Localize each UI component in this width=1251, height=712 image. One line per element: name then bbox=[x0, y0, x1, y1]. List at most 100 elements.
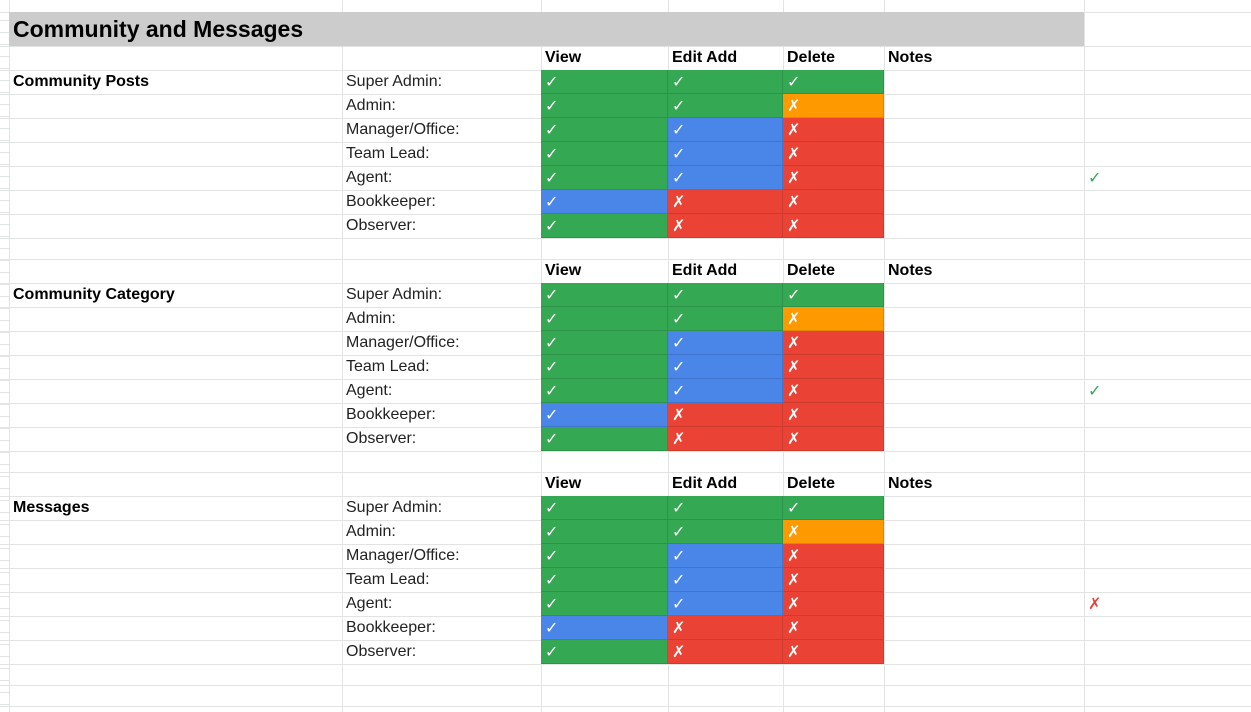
permission-cell-allowed[interactable]: ✓ bbox=[541, 355, 668, 379]
gridline-horizontal bbox=[0, 664, 1251, 665]
row-gutter-tick bbox=[0, 512, 9, 513]
role-label: Team Lead: bbox=[346, 145, 430, 162]
row-gutter-tick bbox=[0, 692, 9, 693]
permission-cell-allowed[interactable]: ✓ bbox=[668, 331, 783, 355]
permission-cell-denied[interactable]: ✗ bbox=[783, 142, 884, 166]
permission-cell-allowed[interactable]: ✓ bbox=[541, 496, 668, 520]
permission-cell-allowed[interactable]: ✓ bbox=[668, 379, 783, 403]
row-gutter-tick bbox=[0, 224, 9, 225]
permission-cell-allowed[interactable]: ✓ bbox=[541, 214, 668, 238]
permission-cell-allowed[interactable]: ✓ bbox=[541, 70, 668, 94]
permission-cell-allowed[interactable]: ✓ bbox=[668, 118, 783, 142]
row-gutter-tick bbox=[0, 608, 9, 609]
row-gutter-tick bbox=[0, 404, 9, 405]
role-label: Team Lead: bbox=[346, 571, 430, 588]
permission-cell-allowed[interactable]: ✓ bbox=[541, 190, 668, 214]
row-gutter-tick bbox=[0, 536, 9, 537]
permission-cell-denied[interactable]: ✗ bbox=[783, 214, 884, 238]
row-gutter-tick bbox=[0, 80, 9, 81]
row-gutter-tick bbox=[0, 200, 9, 201]
permission-cell-allowed[interactable]: ✓ bbox=[541, 520, 668, 544]
permission-cell-allowed[interactable]: ✓ bbox=[668, 283, 783, 307]
gridline-horizontal bbox=[0, 46, 1251, 47]
column-header-notes: Notes bbox=[888, 475, 933, 492]
permission-cell-denied[interactable]: ✗ bbox=[783, 379, 884, 403]
permission-cell-allowed[interactable]: ✓ bbox=[783, 70, 884, 94]
permission-cell-allowed[interactable]: ✓ bbox=[541, 544, 668, 568]
role-label: Admin: bbox=[346, 97, 396, 114]
permission-cell-denied[interactable]: ✗ bbox=[783, 118, 884, 142]
column-header-view: View bbox=[545, 49, 582, 66]
role-label: Team Lead: bbox=[346, 358, 430, 375]
column-header-edit-add: Edit Add bbox=[672, 262, 738, 279]
permission-cell-allowed[interactable]: ✓ bbox=[668, 592, 783, 616]
permission-cell-allowed[interactable]: ✓ bbox=[668, 70, 783, 94]
role-label: Agent: bbox=[346, 169, 393, 186]
role-label: Agent: bbox=[346, 382, 393, 399]
permission-cell-denied[interactable]: ✗ bbox=[668, 640, 783, 664]
permission-cell-denied[interactable]: ✗ bbox=[783, 544, 884, 568]
row-gutter-tick bbox=[0, 272, 9, 273]
permission-cell-allowed[interactable]: ✓ bbox=[541, 142, 668, 166]
permission-cell-allowed[interactable]: ✓ bbox=[541, 403, 668, 427]
permission-cell-allowed[interactable]: ✓ bbox=[668, 142, 783, 166]
permission-cell-allowed[interactable]: ✓ bbox=[541, 568, 668, 592]
role-label: Observer: bbox=[346, 430, 417, 447]
row-gutter-tick bbox=[0, 644, 9, 645]
row-gutter-tick bbox=[0, 260, 9, 261]
permission-cell-denied[interactable]: ✗ bbox=[668, 214, 783, 238]
permission-cell-denied[interactable]: ✗ bbox=[783, 355, 884, 379]
permission-cell-allowed[interactable]: ✓ bbox=[668, 520, 783, 544]
permission-cell-denied[interactable]: ✗ bbox=[783, 568, 884, 592]
permission-cell-denied[interactable]: ✗ bbox=[783, 427, 884, 451]
permission-cell-allowed[interactable]: ✓ bbox=[668, 355, 783, 379]
permission-cell-allowed[interactable]: ✓ bbox=[668, 307, 783, 331]
permission-cell-allowed[interactable]: ✓ bbox=[541, 379, 668, 403]
permission-cell-allowed[interactable]: ✓ bbox=[541, 283, 668, 307]
permission-cell-denied[interactable]: ✗ bbox=[668, 190, 783, 214]
permission-cell-denied[interactable]: ✗ bbox=[783, 403, 884, 427]
permission-cell-allowed[interactable]: ✓ bbox=[541, 616, 668, 640]
gridline-vertical bbox=[884, 0, 885, 712]
permission-cell-denied[interactable]: ✗ bbox=[783, 331, 884, 355]
permission-cell-allowed[interactable]: ✓ bbox=[541, 640, 668, 664]
permission-cell-denied[interactable]: ✗ bbox=[668, 616, 783, 640]
row-gutter-tick bbox=[0, 212, 9, 213]
side-mark-check-icon: ✓ bbox=[1088, 168, 1102, 187]
row-gutter-tick bbox=[0, 20, 9, 21]
permission-cell-denied[interactable]: ✗ bbox=[783, 616, 884, 640]
permission-cell-allowed[interactable]: ✓ bbox=[541, 427, 668, 451]
permission-cell-denied[interactable]: ✗ bbox=[668, 403, 783, 427]
permission-cell-allowed[interactable]: ✓ bbox=[783, 283, 884, 307]
row-gutter-tick bbox=[0, 236, 9, 237]
permission-cell-denied[interactable]: ✗ bbox=[783, 94, 884, 118]
permission-cell-denied[interactable]: ✗ bbox=[668, 427, 783, 451]
row-gutter-tick bbox=[0, 68, 9, 69]
permission-cell-denied[interactable]: ✗ bbox=[783, 592, 884, 616]
row-gutter-tick bbox=[0, 560, 9, 561]
permission-cell-allowed[interactable]: ✓ bbox=[668, 496, 783, 520]
column-header-delete: Delete bbox=[787, 262, 836, 279]
permission-cell-denied[interactable]: ✗ bbox=[783, 640, 884, 664]
permission-cell-allowed[interactable]: ✓ bbox=[541, 118, 668, 142]
role-label: Manager/Office: bbox=[346, 121, 460, 138]
permission-cell-allowed[interactable]: ✓ bbox=[541, 94, 668, 118]
permission-cell-allowed[interactable]: ✓ bbox=[541, 592, 668, 616]
permission-cell-allowed[interactable]: ✓ bbox=[541, 331, 668, 355]
permission-cell-allowed[interactable]: ✓ bbox=[668, 94, 783, 118]
permission-cell-denied[interactable]: ✗ bbox=[783, 190, 884, 214]
role-label: Admin: bbox=[346, 310, 396, 327]
permission-cell-denied[interactable]: ✗ bbox=[783, 307, 884, 331]
permission-cell-allowed[interactable]: ✓ bbox=[668, 568, 783, 592]
permission-cell-allowed[interactable]: ✓ bbox=[783, 496, 884, 520]
row-gutter-tick bbox=[0, 656, 9, 657]
permission-cell-allowed[interactable]: ✓ bbox=[668, 544, 783, 568]
row-gutter-tick bbox=[0, 140, 9, 141]
permission-cell-allowed[interactable]: ✓ bbox=[541, 166, 668, 190]
permission-cell-allowed[interactable]: ✓ bbox=[541, 307, 668, 331]
column-header-view: View bbox=[545, 262, 582, 279]
permission-cell-denied[interactable]: ✗ bbox=[783, 166, 884, 190]
permission-cell-allowed[interactable]: ✓ bbox=[668, 166, 783, 190]
permission-cell-denied[interactable]: ✗ bbox=[783, 520, 884, 544]
